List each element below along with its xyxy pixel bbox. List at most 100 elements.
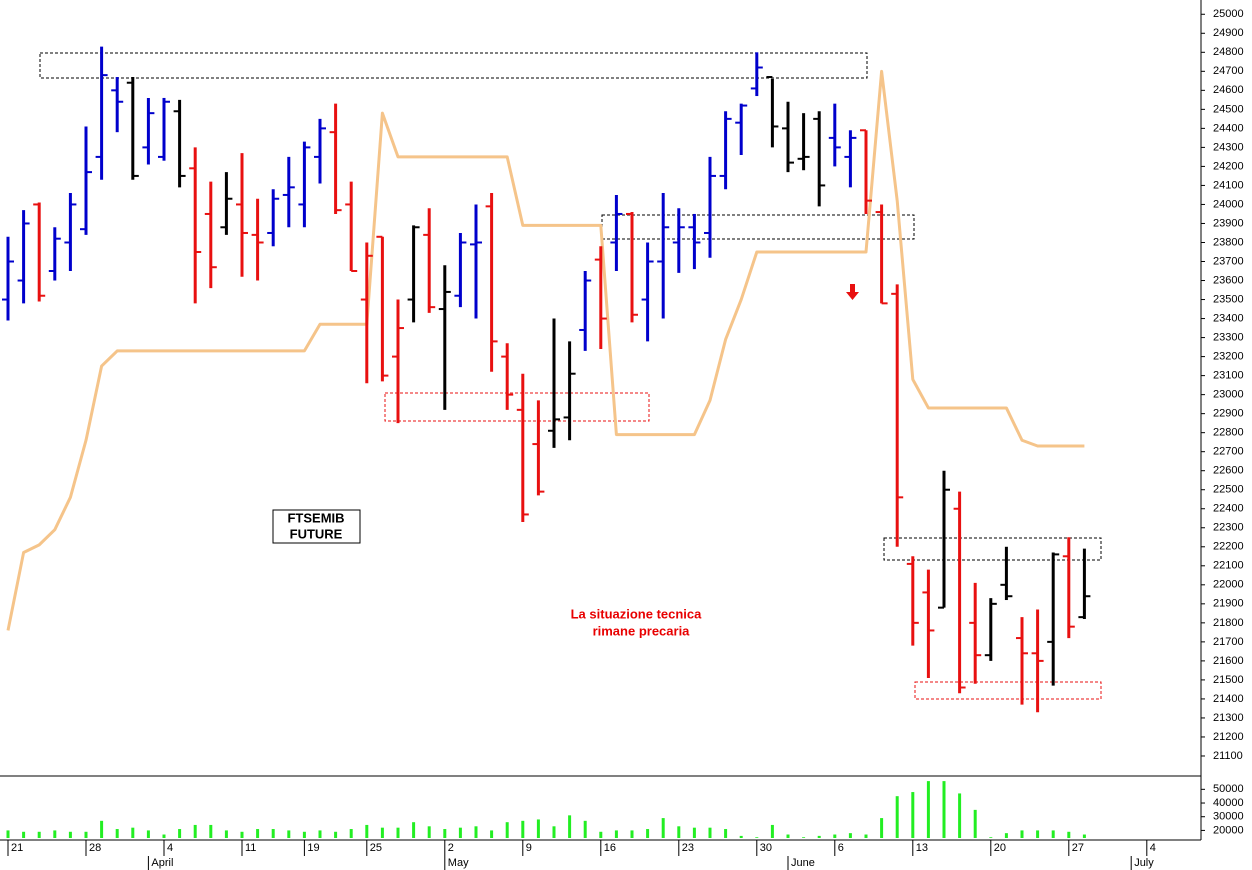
volume-bar bbox=[271, 829, 275, 838]
y-tick-label: 30000 bbox=[1213, 811, 1244, 823]
volume-bar bbox=[458, 827, 462, 838]
volume-bar bbox=[677, 826, 681, 838]
resistance-box bbox=[39, 52, 868, 79]
volume-bar bbox=[755, 837, 759, 838]
volume-bar bbox=[880, 818, 884, 838]
volume-bar bbox=[926, 781, 930, 838]
volume-bar bbox=[599, 831, 603, 838]
volume-bar bbox=[989, 837, 993, 838]
month-label: April bbox=[151, 857, 173, 869]
y-tick-label: 25000 bbox=[1213, 8, 1244, 20]
y-tick-label: 24100 bbox=[1213, 179, 1244, 191]
volume-bar bbox=[1051, 830, 1055, 838]
x-tick-label: 2 bbox=[448, 842, 454, 854]
volume-bar bbox=[115, 829, 119, 838]
x-tick-label: 9 bbox=[526, 842, 532, 854]
volume-bar bbox=[958, 793, 962, 838]
volume-bar bbox=[1067, 831, 1071, 838]
y-tick-label: 50000 bbox=[1213, 783, 1244, 795]
y-tick-label: 24700 bbox=[1213, 65, 1244, 77]
y-tick-label: 24600 bbox=[1213, 84, 1244, 96]
x-tick-label: 13 bbox=[916, 842, 928, 854]
volume-bar bbox=[443, 829, 447, 838]
y-tick-label: 23000 bbox=[1213, 389, 1244, 401]
chart-title: FUTURE bbox=[290, 526, 343, 541]
volume-bar bbox=[84, 831, 88, 838]
volume-bar bbox=[505, 822, 509, 838]
y-tick-label: 21300 bbox=[1213, 712, 1244, 724]
x-tick-label: 19 bbox=[307, 842, 319, 854]
y-tick-label: 23600 bbox=[1213, 274, 1244, 286]
y-tick-label: 21900 bbox=[1213, 598, 1244, 610]
volume-bar bbox=[708, 827, 712, 838]
volume-bar bbox=[162, 834, 166, 838]
annotation: rimane precaria bbox=[593, 623, 691, 638]
volume-bar bbox=[474, 826, 478, 838]
y-tick-label: 22800 bbox=[1213, 427, 1244, 439]
volume-bar bbox=[287, 830, 291, 838]
volume-bar bbox=[178, 829, 182, 838]
volume-bar bbox=[380, 827, 384, 838]
y-tick-label: 22200 bbox=[1213, 541, 1244, 553]
x-tick-label: 11 bbox=[245, 842, 256, 854]
y-tick-label: 21100 bbox=[1213, 750, 1243, 762]
annotation: La situazione tecnica bbox=[571, 606, 703, 621]
volume-bar bbox=[1036, 830, 1040, 838]
y-tick-label: 22500 bbox=[1213, 484, 1244, 496]
volume-bar bbox=[193, 824, 197, 838]
volume-bar bbox=[412, 822, 416, 838]
support-box bbox=[384, 392, 650, 422]
y-tick-label: 21600 bbox=[1213, 655, 1244, 667]
volume-bar bbox=[256, 829, 260, 838]
y-tick-label: 23300 bbox=[1213, 331, 1244, 343]
volume-bar bbox=[568, 815, 572, 838]
volume-bar bbox=[224, 830, 228, 838]
x-tick-label: 25 bbox=[370, 842, 382, 854]
x-tick-label: 27 bbox=[1072, 842, 1084, 854]
volume-bar bbox=[209, 824, 213, 838]
volume-bar bbox=[552, 826, 556, 838]
y-tick-label: 21500 bbox=[1213, 674, 1244, 686]
volume-bar bbox=[817, 835, 821, 838]
x-tick-label: 4 bbox=[1150, 842, 1156, 854]
volume-bar bbox=[22, 831, 26, 838]
volume-bar bbox=[770, 824, 774, 838]
y-tick-label: 21200 bbox=[1213, 731, 1244, 743]
volume-bar bbox=[895, 796, 899, 838]
volume-bar bbox=[848, 833, 852, 838]
y-tick-label: 24500 bbox=[1213, 103, 1244, 115]
y-tick-label: 23900 bbox=[1213, 217, 1244, 229]
volume-bar bbox=[692, 827, 696, 838]
volume-bar bbox=[6, 830, 10, 838]
volume-bar bbox=[1004, 833, 1008, 838]
y-tick-label: 23100 bbox=[1213, 370, 1244, 382]
support-box bbox=[914, 681, 1102, 700]
x-tick-label: 16 bbox=[604, 842, 616, 854]
y-tick-label: 24800 bbox=[1213, 46, 1244, 58]
volume-bar bbox=[146, 830, 150, 838]
volume-bar bbox=[614, 830, 618, 838]
volume-bar bbox=[521, 820, 525, 838]
volume-bar bbox=[240, 831, 244, 838]
volume-bar bbox=[536, 819, 540, 838]
y-tick-label: 20000 bbox=[1213, 824, 1244, 836]
y-tick-label: 24900 bbox=[1213, 27, 1244, 39]
volume-bar bbox=[37, 831, 41, 838]
volume-bar bbox=[786, 834, 790, 838]
volume-bar bbox=[349, 829, 353, 838]
resistance-box bbox=[883, 537, 1102, 561]
x-tick-label: 20 bbox=[994, 842, 1006, 854]
y-tick-label: 24200 bbox=[1213, 160, 1244, 172]
chart-title: FTSEMIB bbox=[287, 510, 344, 525]
y-tick-label: 22600 bbox=[1213, 465, 1244, 477]
x-tick-label: 4 bbox=[167, 842, 173, 854]
volume-bar bbox=[100, 820, 104, 838]
y-tick-label: 22000 bbox=[1213, 579, 1244, 591]
volume-bar bbox=[630, 830, 634, 838]
month-label: May bbox=[448, 857, 469, 869]
volume-bar bbox=[131, 827, 135, 838]
volume-bar bbox=[739, 835, 743, 838]
x-tick-label: 30 bbox=[760, 842, 772, 854]
y-tick-label: 23200 bbox=[1213, 351, 1244, 363]
